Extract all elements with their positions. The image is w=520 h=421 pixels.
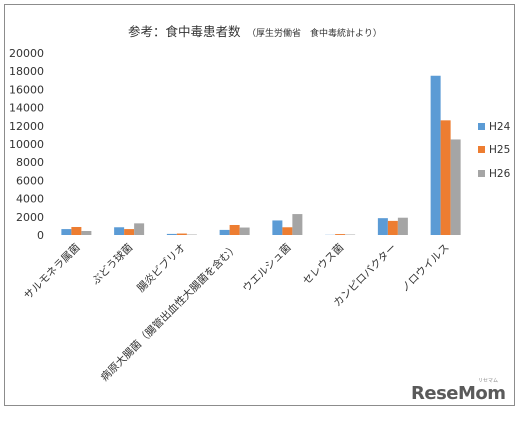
bar-H25-7	[440, 120, 451, 235]
chart-frame	[4, 4, 515, 406]
x-category-label: セレウス菌	[301, 242, 347, 288]
x-category-label: サルモネラ属菌	[22, 242, 82, 302]
y-axis: 0 2000 4000 6000 8000 10000 12000 14000 16000 180…	[9, 47, 44, 242]
bar-H26-7	[450, 139, 461, 235]
legend-label-H24: H24	[489, 121, 511, 133]
x-category-label: ノロウイルス	[399, 242, 452, 295]
bar-H26-3	[239, 227, 250, 235]
bar-H26-4	[292, 214, 303, 235]
legend-label-H25: H25	[489, 144, 510, 156]
bars	[61, 75, 461, 235]
bar-H25-4	[282, 227, 293, 235]
bar-H25-3	[229, 224, 240, 235]
bar-H24-6	[377, 218, 388, 235]
chart-title: 参考：食中毒患者数	[128, 24, 241, 39]
bar-H25-1	[124, 229, 135, 235]
y-tick-label: 10000	[9, 138, 44, 151]
legend-swatch-H24	[478, 123, 485, 130]
chart-subtitle: （厚生労働省 食中毒統計より）	[247, 27, 382, 39]
watermark-logo: ReseMom	[411, 383, 506, 404]
bar-H26-0	[81, 230, 92, 235]
bar-H24-1	[114, 227, 125, 235]
bar-H26-6	[397, 217, 408, 235]
y-tick-label: 14000	[9, 102, 44, 115]
x-category-label: ぶどう球菌	[89, 241, 135, 287]
bar-H25-6	[387, 220, 398, 235]
y-tick-label: 8000	[16, 156, 44, 169]
x-category-label: 腸炎ビブリオ	[134, 241, 188, 295]
bar-H24-2	[166, 233, 177, 235]
y-tick-label: 4000	[16, 193, 44, 206]
y-tick-label: 2000	[16, 211, 44, 224]
y-tick-label: 6000	[16, 174, 44, 187]
legend-swatch-H25	[478, 146, 485, 153]
bar-H25-5	[335, 234, 346, 235]
legend-swatch-H26	[478, 170, 485, 177]
y-tick-label: 18000	[9, 65, 44, 78]
bar-H24-3	[219, 229, 230, 235]
y-tick-label: 16000	[9, 83, 44, 96]
legend-label-H26: H26	[489, 168, 511, 180]
bar-H25-0	[71, 226, 82, 235]
bar-H24-0	[61, 229, 72, 235]
bar-H24-4	[272, 220, 283, 235]
bar-H25-2	[176, 233, 187, 235]
bar-H24-7	[430, 75, 441, 235]
y-tick-label: 20000	[9, 47, 44, 60]
y-tick-label: 12000	[9, 120, 44, 133]
y-tick-label: 0	[37, 229, 44, 242]
x-category-label: ウエルシュ菌	[240, 242, 293, 295]
watermark-subtext: リセマム	[478, 378, 499, 384]
bar-H26-1	[134, 223, 145, 235]
legend: H24 H25 H26	[478, 121, 511, 180]
